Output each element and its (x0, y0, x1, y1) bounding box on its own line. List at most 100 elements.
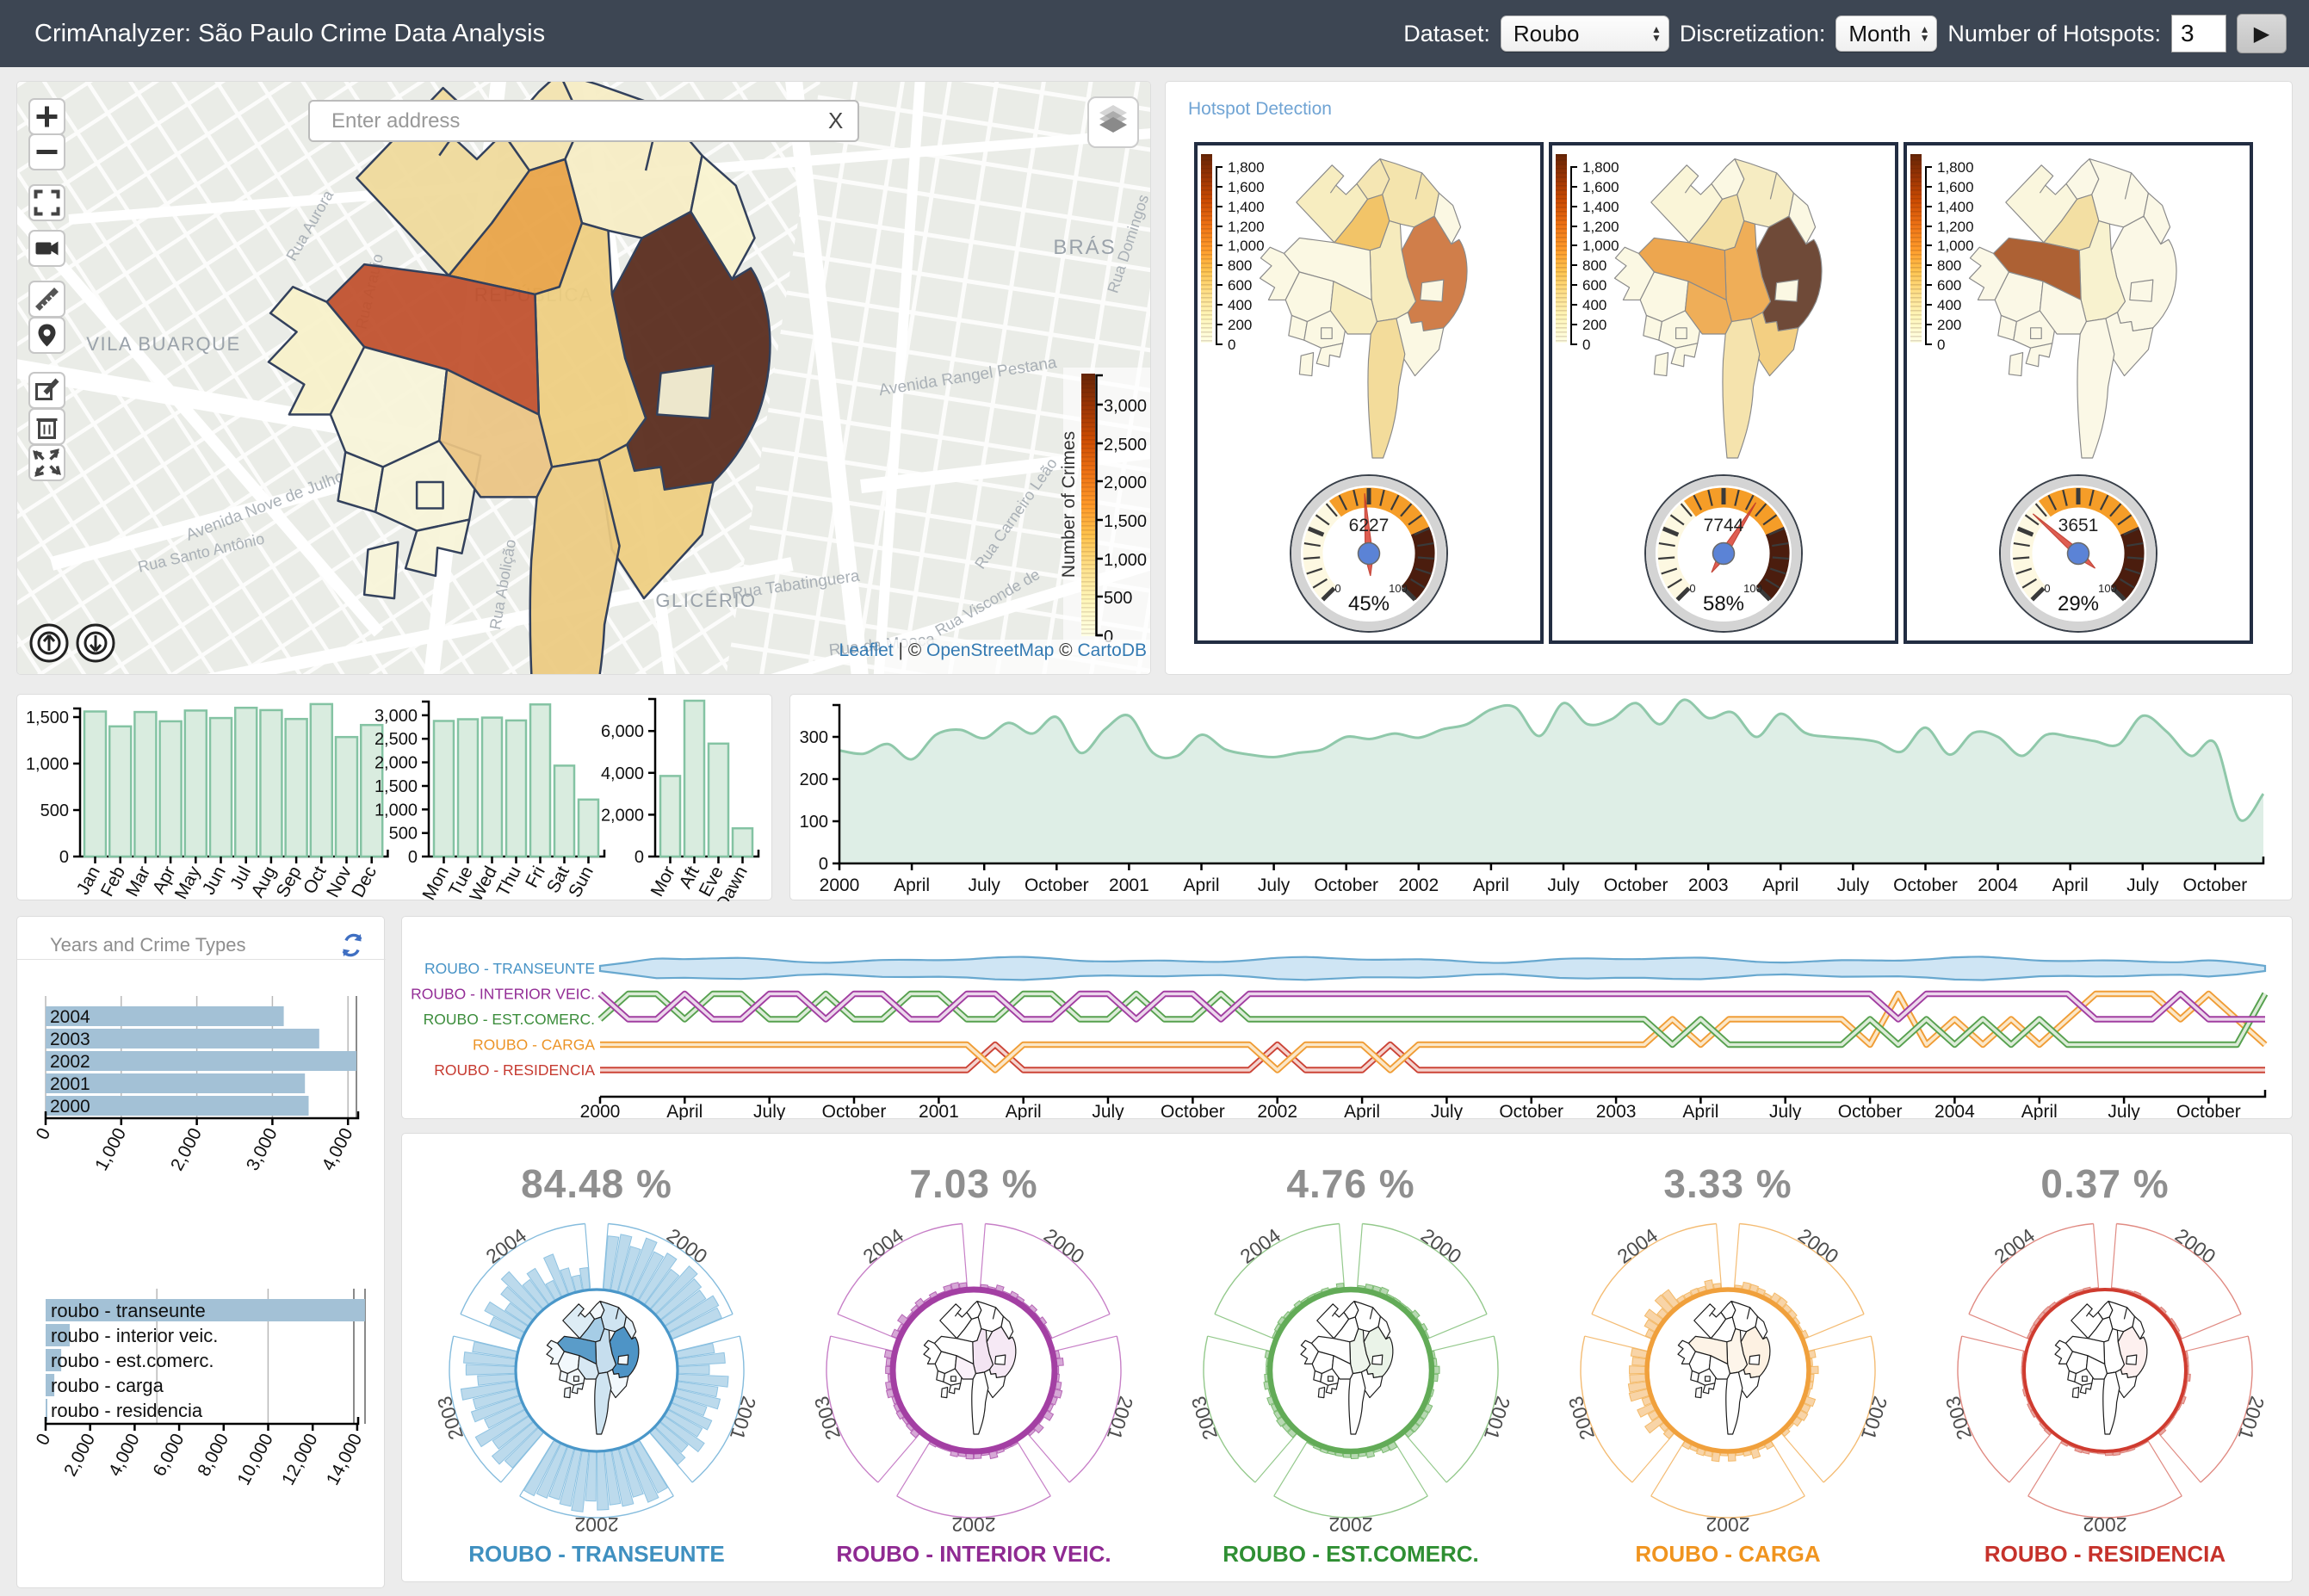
svg-text:0: 0 (1228, 337, 1235, 353)
svg-text:Jun: Jun (199, 863, 230, 899)
svg-text:2,000: 2,000 (601, 806, 644, 825)
svg-text:1,800: 1,800 (1937, 159, 1974, 176)
svg-text:Number of Crimes: Number of Crimes (1059, 431, 1079, 578)
svg-text:14,000: 14,000 (323, 1431, 366, 1489)
svg-text:2000: 2000 (2171, 1224, 2220, 1268)
svg-text:2000: 2000 (820, 875, 860, 895)
svg-text:7.03 %: 7.03 % (909, 1161, 1037, 1206)
svg-text:2003: 2003 (1688, 875, 1729, 895)
svg-text:ROUBO - CARGA: ROUBO - CARGA (1635, 1541, 1820, 1567)
svg-text:ROUBO - CARGA: ROUBO - CARGA (473, 1036, 595, 1054)
svg-text:Leaflet | © OpenStreetMap © Ca: Leaflet | © OpenStreetMap © CartoDB (839, 640, 1147, 660)
svg-text:October: October (1604, 875, 1668, 895)
svg-text:0: 0 (1689, 582, 1695, 595)
svg-text:8,000: 8,000 (194, 1431, 232, 1480)
svg-text:July: July (1258, 875, 1291, 895)
svg-text:100: 100 (1743, 582, 1762, 595)
svg-text:0: 0 (408, 848, 418, 867)
svg-text:July: July (1547, 875, 1580, 895)
svg-text:ROUBO - EST.COMERC.: ROUBO - EST.COMERC. (424, 1011, 595, 1028)
svg-text:2001: 2001 (50, 1074, 90, 1094)
svg-text:2002: 2002 (951, 1513, 995, 1536)
svg-text:1,600: 1,600 (1937, 179, 1974, 195)
svg-text:2003: 2003 (1941, 1394, 1977, 1443)
svg-text:2004: 2004 (1990, 1224, 2040, 1268)
svg-text:1,400: 1,400 (1582, 199, 1619, 215)
svg-text:Feb: Feb (97, 863, 129, 900)
svg-text:2004: 2004 (1934, 1102, 1975, 1120)
svg-text:0: 0 (2044, 582, 2050, 595)
svg-text:Aug: Aug (247, 863, 280, 901)
svg-text:1,200: 1,200 (1937, 219, 1974, 235)
svg-text:2003: 2003 (50, 1030, 90, 1049)
svg-text:3,000: 3,000 (243, 1125, 282, 1174)
svg-text:2001: 2001 (1857, 1394, 1892, 1443)
svg-text:1,000: 1,000 (375, 801, 418, 820)
svg-text:April: April (1682, 1102, 1718, 1120)
svg-text:July: July (1837, 875, 1870, 895)
svg-text:April: April (1006, 1102, 1042, 1120)
svg-text:2001: 2001 (1103, 1394, 1138, 1443)
svg-text:Sep: Sep (273, 863, 306, 901)
svg-text:Enter address: Enter address (331, 109, 460, 133)
svg-text:2001: 2001 (726, 1394, 761, 1443)
svg-text:Thu: Thu (493, 863, 525, 900)
svg-text:2004: 2004 (1978, 875, 2018, 895)
svg-text:roubo - interior veic.: roubo - interior veic. (51, 1325, 218, 1346)
svg-text:April: April (894, 875, 930, 895)
svg-text:2002: 2002 (574, 1513, 618, 1536)
svg-text:2000: 2000 (1040, 1224, 1089, 1268)
svg-text:2002: 2002 (1257, 1102, 1297, 1120)
svg-text:1,400: 1,400 (1937, 199, 1974, 215)
svg-text:BRÁS: BRÁS (1053, 236, 1116, 259)
svg-text:500: 500 (40, 801, 69, 820)
svg-text:ROUBO - INTERIOR VEIC.: ROUBO - INTERIOR VEIC. (836, 1541, 1111, 1567)
svg-text:400: 400 (1937, 297, 1961, 313)
svg-text:0: 0 (635, 848, 644, 867)
svg-text:1,800: 1,800 (1582, 159, 1619, 176)
svg-text:2004: 2004 (482, 1224, 531, 1268)
svg-text:200: 200 (1937, 317, 1961, 333)
svg-text:0: 0 (1104, 628, 1113, 646)
svg-text:VILA BUARQUE: VILA BUARQUE (86, 333, 240, 355)
svg-text:4,000: 4,000 (319, 1125, 357, 1174)
svg-text:2,500: 2,500 (1104, 436, 1147, 455)
svg-text:800: 800 (1228, 257, 1252, 274)
svg-text:0: 0 (1334, 582, 1340, 595)
svg-text:6,000: 6,000 (150, 1431, 189, 1480)
svg-text:Nov: Nov (323, 863, 356, 900)
svg-text:10,000: 10,000 (233, 1431, 276, 1489)
svg-text:May: May (171, 863, 205, 901)
svg-text:2004: 2004 (1613, 1224, 1662, 1268)
svg-text:1,200: 1,200 (1228, 219, 1265, 235)
svg-text:1,200: 1,200 (1582, 219, 1619, 235)
svg-text:2003: 2003 (433, 1394, 468, 1443)
svg-text:100: 100 (1389, 582, 1408, 595)
svg-text:July: July (969, 875, 1001, 895)
svg-text:45%: 45% (1348, 592, 1390, 616)
svg-text:X: X (828, 108, 843, 133)
svg-text:600: 600 (1582, 277, 1606, 294)
svg-text:29%: 29% (2058, 592, 2099, 616)
svg-text:2004: 2004 (859, 1224, 908, 1268)
svg-text:2,000: 2,000 (167, 1125, 206, 1174)
svg-text:April: April (2052, 875, 2089, 895)
svg-text:July: July (1431, 1102, 1464, 1120)
svg-text:400: 400 (1582, 297, 1606, 313)
svg-text:7744: 7744 (1704, 516, 1744, 535)
svg-text:2001: 2001 (1109, 875, 1149, 895)
svg-text:600: 600 (1937, 277, 1961, 294)
svg-text:roubo - carga: roubo - carga (51, 1375, 164, 1396)
svg-text:0: 0 (1582, 337, 1590, 353)
svg-text:July: July (2126, 875, 2159, 895)
svg-text:1,600: 1,600 (1228, 179, 1265, 195)
svg-text:1,000: 1,000 (26, 755, 69, 774)
svg-text:12,000: 12,000 (278, 1431, 321, 1489)
svg-text:3,000: 3,000 (375, 707, 418, 726)
svg-text:2,000: 2,000 (60, 1431, 99, 1480)
svg-text:Sun: Sun (565, 863, 597, 901)
svg-text:October: October (1025, 875, 1089, 895)
svg-text:April: April (1473, 875, 1509, 895)
svg-text:6227: 6227 (1349, 516, 1390, 535)
svg-text:58%: 58% (1703, 592, 1744, 616)
